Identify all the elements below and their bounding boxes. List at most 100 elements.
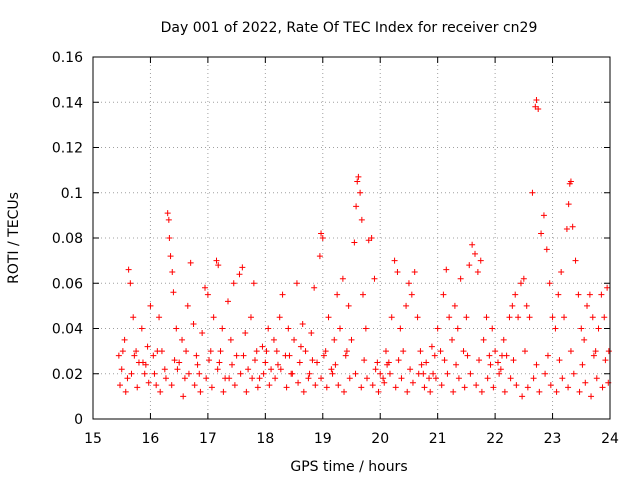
data-point <box>381 379 388 386</box>
data-point <box>171 357 178 364</box>
data-point <box>586 291 593 298</box>
data-point <box>561 314 568 321</box>
data-point <box>358 216 365 223</box>
data-point <box>473 382 480 389</box>
data-point <box>170 289 177 296</box>
data-point <box>251 357 258 364</box>
data-point <box>190 320 197 327</box>
x-tick-label: 16 <box>142 431 160 447</box>
data-point <box>318 230 325 237</box>
y-tick-label: 0.02 <box>52 367 83 383</box>
data-point <box>328 366 335 373</box>
data-point <box>512 291 519 298</box>
data-point <box>250 280 257 287</box>
data-point <box>593 375 600 382</box>
data-point <box>478 388 485 395</box>
data-point <box>231 382 238 389</box>
data-point <box>496 370 503 377</box>
data-point <box>466 262 473 269</box>
data-point <box>533 96 540 103</box>
data-point <box>578 325 585 332</box>
data-point <box>572 257 579 264</box>
data-point <box>115 352 122 359</box>
data-point <box>202 284 209 291</box>
data-point <box>604 284 611 291</box>
axis-ticks: 15 16 17 18 19 20 21 22 23 24 0 0.02 0.04 0.06 0.08 0.1… <box>52 50 619 447</box>
data-point <box>515 314 522 321</box>
data-point <box>329 370 336 377</box>
x-tick-label: 19 <box>314 431 332 447</box>
data-point <box>319 235 326 241</box>
data-point <box>176 359 183 366</box>
data-point <box>194 361 201 368</box>
data-point <box>197 388 204 395</box>
data-point <box>536 388 543 395</box>
data-point <box>404 388 411 395</box>
data-point <box>477 257 484 264</box>
data-point <box>274 361 281 368</box>
data-point <box>463 314 470 321</box>
x-tick-label: 18 <box>256 431 274 447</box>
data-point <box>184 302 191 309</box>
data-point <box>388 314 395 321</box>
data-point <box>605 348 612 355</box>
data-point <box>361 357 368 364</box>
data-point <box>180 393 187 400</box>
data-point <box>556 357 563 364</box>
data-point <box>240 352 247 359</box>
data-point <box>405 280 412 287</box>
data-point <box>346 375 353 382</box>
data-point <box>369 382 376 389</box>
data-point <box>484 375 491 382</box>
data-point <box>299 320 306 327</box>
data-point <box>156 314 163 321</box>
data-point <box>355 173 362 180</box>
data-point <box>270 336 277 343</box>
data-point <box>588 393 595 400</box>
data-point <box>185 370 192 377</box>
data-point <box>421 384 428 391</box>
data-point <box>526 314 533 321</box>
data-point <box>256 375 263 382</box>
x-tick-label: 22 <box>486 431 504 447</box>
data-point <box>386 370 393 377</box>
data-point <box>291 336 298 343</box>
data-point <box>398 375 405 382</box>
data-point <box>570 370 577 377</box>
data-point <box>161 366 168 373</box>
data-point <box>411 268 418 275</box>
data-point <box>283 384 290 391</box>
data-point <box>239 264 246 271</box>
y-tick-label: 0 <box>74 412 83 428</box>
data-point <box>467 370 474 377</box>
data-point <box>311 284 318 291</box>
data-point <box>364 375 371 382</box>
data-point <box>543 246 550 253</box>
data-point <box>249 375 256 382</box>
data-point <box>263 348 270 355</box>
data-point <box>265 325 272 332</box>
data-point <box>199 330 206 337</box>
data-point <box>372 366 379 373</box>
data-point <box>454 325 461 332</box>
data-point <box>569 223 576 230</box>
data-point <box>581 336 588 343</box>
data-point <box>547 382 554 389</box>
data-point <box>247 314 254 321</box>
y-tick-label: 0.16 <box>52 50 83 66</box>
data-point <box>490 384 497 391</box>
data-point <box>423 359 430 366</box>
data-point <box>226 375 233 382</box>
data-point <box>335 382 342 389</box>
data-point <box>487 361 494 368</box>
data-point <box>494 359 501 366</box>
data-point <box>116 382 123 389</box>
data-point <box>415 370 422 377</box>
y-tick-label: 0.1 <box>61 186 83 202</box>
data-point <box>576 388 583 395</box>
data-point <box>121 336 128 343</box>
data-point <box>343 348 350 355</box>
data-point <box>601 314 608 321</box>
data-point <box>352 370 359 377</box>
data-point <box>474 268 481 275</box>
